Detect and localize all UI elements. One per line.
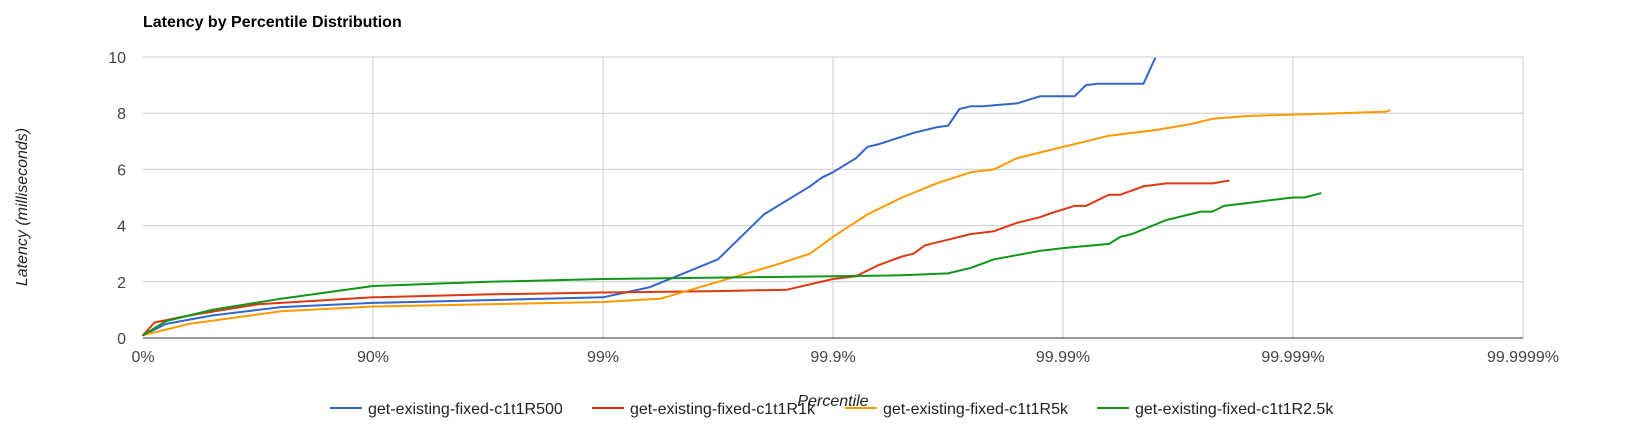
y-tick-label: 2	[117, 275, 126, 292]
y-tick-label: 4	[117, 219, 126, 236]
series-line-1	[142, 57, 1156, 337]
series-line-3	[142, 109, 1391, 337]
y-tick-label: 6	[117, 162, 126, 179]
legend-label: get-existing-fixed-c1t1R500	[368, 401, 563, 418]
x-tick-label: 99.9999%	[1487, 349, 1559, 366]
legend-label: get-existing-fixed-c1t1R2.5k	[1135, 401, 1334, 418]
legend-label: get-existing-fixed-c1t1R5k	[883, 401, 1069, 418]
x-tick-label: 99%	[587, 349, 619, 366]
y-tick-label: 10	[108, 50, 126, 67]
y-axis-title: Latency (milliseconds)	[14, 128, 31, 286]
chart-title: Latency by Percentile Distribution	[143, 14, 402, 31]
series-line-4	[142, 192, 1322, 337]
x-tick-label: 99.9%	[810, 349, 855, 366]
y-tick-label: 8	[117, 106, 126, 123]
legend: get-existing-fixed-c1t1R500 get-existing-…	[330, 401, 1334, 418]
x-tick-label: 0%	[131, 349, 154, 366]
x-axis-title: Percentile	[797, 393, 868, 410]
x-axis-ticks: 0% 90% 99% 99.9% 99.99% 99.999% 99.9999%	[131, 349, 1559, 366]
series-lines	[142, 57, 1391, 337]
y-tick-label: 0	[117, 331, 126, 348]
y-axis-ticks: 0 2 4 6 8 10	[108, 50, 126, 348]
legend-label: get-existing-fixed-c1t1R1k	[630, 401, 816, 418]
gridlines	[143, 56, 1524, 339]
x-tick-label: 90%	[357, 349, 389, 366]
x-tick-label: 99.999%	[1261, 349, 1324, 366]
x-tick-label: 99.99%	[1036, 349, 1090, 366]
series-line-2	[142, 179, 1230, 337]
